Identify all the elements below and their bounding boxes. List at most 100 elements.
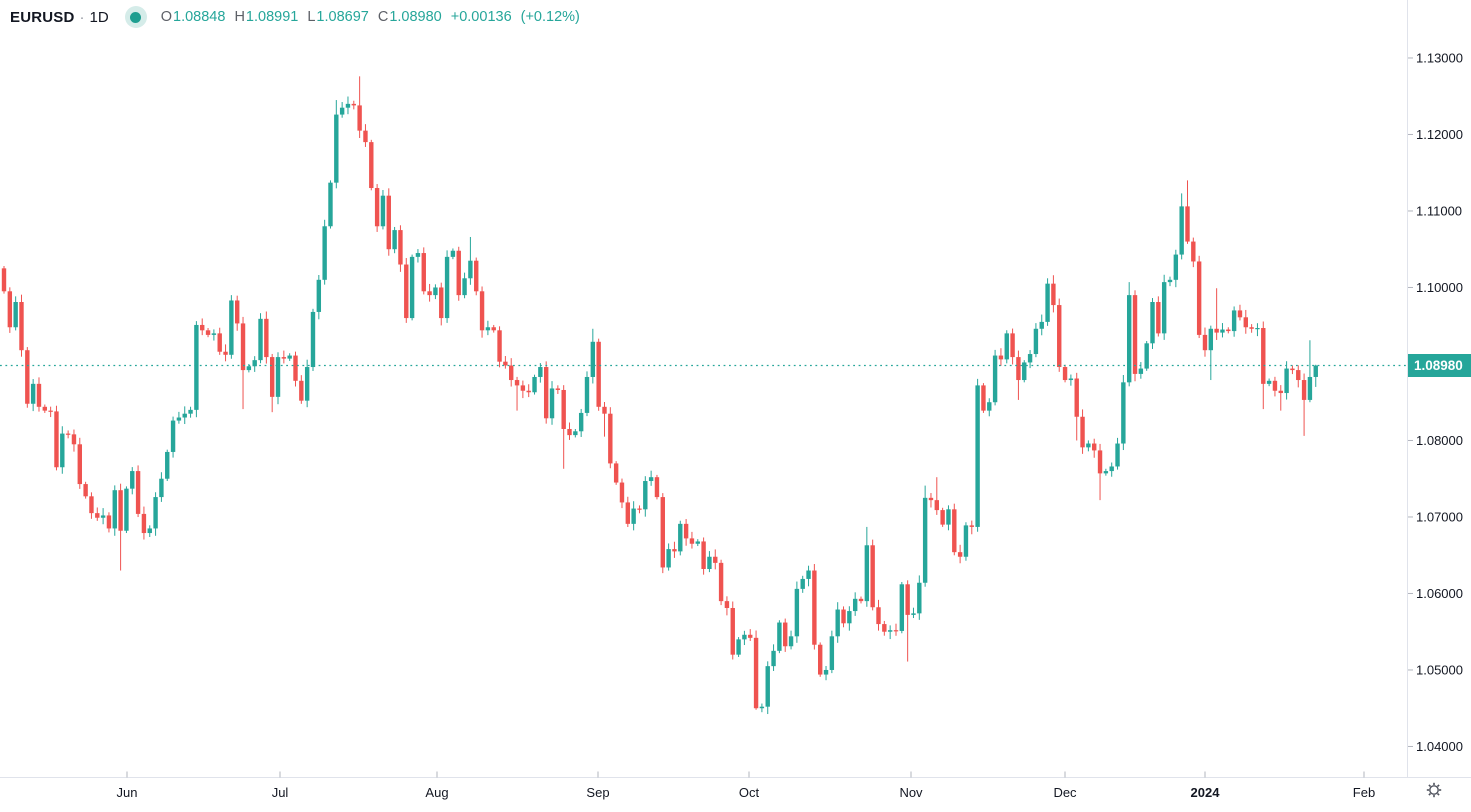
candle: [1092, 443, 1097, 451]
candle: [60, 433, 65, 468]
candle: [77, 444, 82, 485]
candle: [1126, 295, 1132, 383]
low-readout: L1.08697: [307, 9, 369, 25]
candle: [1103, 471, 1109, 474]
candle: [182, 413, 187, 418]
candle: [1156, 302, 1161, 334]
candle: [724, 601, 730, 609]
gear-tooth: [1428, 784, 1432, 788]
candle: [695, 541, 700, 544]
candle: [829, 636, 835, 670]
change-percent: (+0.12%): [520, 9, 580, 25]
candle: [456, 250, 461, 296]
price-axis-label: 1.05000: [1416, 662, 1463, 677]
candle: [1173, 254, 1179, 280]
candle: [1121, 382, 1126, 444]
candle: [718, 562, 724, 602]
candle: [339, 107, 345, 115]
candle: [893, 630, 899, 632]
candle: [345, 103, 351, 108]
candle: [159, 478, 164, 498]
candle: [369, 142, 374, 189]
gear-tooth: [1436, 784, 1440, 788]
gear-tooth: [1436, 792, 1440, 796]
candle: [637, 508, 642, 510]
close-readout: C1.08980: [378, 9, 442, 25]
candle: [322, 226, 327, 280]
candle: [89, 496, 94, 514]
market-status-dot: [130, 11, 142, 23]
candle: [1022, 362, 1027, 381]
candle: [1261, 328, 1266, 384]
candle: [899, 584, 905, 631]
candle: [363, 130, 368, 143]
candle: [462, 278, 467, 296]
candle: [917, 582, 922, 614]
candle: [765, 666, 770, 707]
candle: [812, 570, 817, 645]
candle: [532, 376, 537, 393]
price-axis[interactable]: 1.13000 1.12000 1.11000 1.10000 1.08000 1.070…: [1408, 50, 1463, 754]
candle: [1057, 305, 1062, 368]
candle: [1266, 380, 1272, 384]
candle: [654, 477, 660, 498]
candle: [870, 545, 875, 608]
candle: [998, 355, 1004, 360]
candle: [497, 330, 502, 362]
candle: [882, 624, 887, 632]
candle: [596, 341, 601, 407]
candle: [65, 433, 71, 435]
candle: [1167, 279, 1173, 283]
candle: [672, 549, 677, 552]
candle: [1074, 378, 1079, 417]
candle: [689, 538, 695, 544]
candle: [357, 105, 362, 131]
candle: [1313, 365, 1318, 377]
time-axis-label: Dec: [1053, 785, 1077, 800]
candle: [736, 639, 741, 655]
candle: [223, 351, 228, 355]
candle: [1, 268, 7, 292]
candle: [1255, 328, 1260, 330]
candle: [269, 357, 275, 397]
candle: [1296, 370, 1301, 381]
candle: [211, 333, 217, 335]
candle: [71, 434, 77, 445]
candle: [1080, 416, 1085, 448]
high-label: H: [234, 9, 245, 25]
time-axis[interactable]: Jun Jul Aug Sep Oct Nov Dec 2024 Feb: [117, 771, 1376, 801]
candle: [678, 523, 683, 552]
candle: [141, 513, 147, 534]
open-label: O: [160, 9, 173, 25]
candle: [200, 324, 205, 331]
candle: [549, 388, 555, 419]
candle: [1068, 378, 1074, 381]
candle: [946, 509, 951, 525]
time-axis-label: 2024: [1191, 785, 1221, 800]
candle: [771, 650, 776, 667]
candle: [25, 350, 30, 404]
candle: [1307, 376, 1313, 400]
candle: [30, 383, 36, 404]
candle: [351, 103, 356, 106]
candle: [1226, 329, 1231, 332]
symbol-name[interactable]: EURUSD: [10, 8, 75, 26]
timeframe-label[interactable]: 1D: [89, 8, 109, 26]
candle: [124, 488, 129, 531]
candle: [940, 510, 945, 525]
high-value: 1.08991: [245, 9, 299, 25]
candle: [887, 630, 893, 632]
candle: [753, 637, 759, 709]
candle: [42, 406, 48, 411]
candle: [258, 318, 263, 361]
candle: [427, 291, 432, 296]
candle: [293, 355, 298, 381]
candle: [660, 497, 665, 568]
candles-series: [1, 76, 1318, 715]
candle: [981, 385, 986, 411]
candle: [748, 634, 753, 638]
candle: [648, 477, 654, 482]
axis-settings-gear-icon[interactable]: [1426, 782, 1442, 798]
candle: [852, 598, 858, 612]
